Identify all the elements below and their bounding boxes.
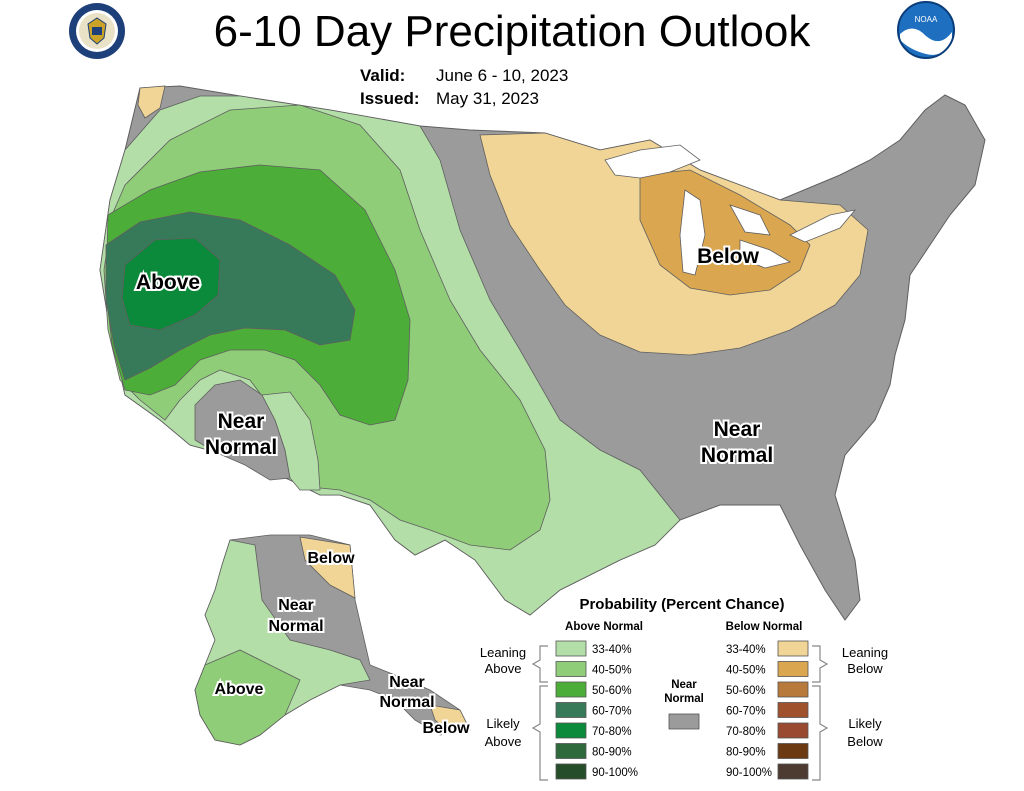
below-label-0: 33-40% — [726, 644, 766, 656]
leaning-above-bracket — [531, 645, 548, 683]
above-swatch-3 — [555, 702, 587, 718]
below-normal-scale: 33-40% 40-50% 50-60% 60-70% 70-80% 80-90% 90-1… — [726, 640, 809, 780]
below-swatch-0 — [777, 640, 809, 657]
likely-above-line1: Likely — [486, 716, 520, 731]
legend-above-header: Above Normal — [565, 621, 643, 633]
label-se-near: Near — [714, 418, 761, 441]
label-se-ak-normal: Normal — [379, 694, 434, 711]
label-sw-near: Near — [218, 410, 265, 433]
label-ak-normal: Normal — [268, 618, 323, 635]
above-label-4: 70-80% — [592, 726, 632, 738]
likely-below-line2: Below — [847, 734, 883, 749]
above-label-6: 90-100% — [592, 767, 638, 779]
above-label-2: 50-60% — [592, 685, 632, 697]
below-label-3: 60-70% — [726, 706, 766, 718]
below-swatch-2 — [777, 681, 809, 698]
below-label-5: 80-90% — [726, 747, 766, 759]
leaning-above-line1: Leaning — [480, 645, 526, 660]
below-swatch-4 — [777, 722, 809, 739]
below-label-4: 70-80% — [726, 726, 766, 738]
above-label-3: 60-70% — [592, 706, 632, 718]
legend: Probability (Percent Chance) Above Norma… — [480, 596, 888, 781]
likely-above-bracket — [531, 685, 548, 781]
above-label-1: 40-50% — [592, 665, 632, 677]
great-lakes — [604, 144, 857, 276]
issued-label: Issued: — [360, 89, 420, 108]
valid-label: Valid: — [360, 66, 406, 85]
above-swatch-4 — [555, 722, 587, 739]
above-normal-scale: 33-40% 40-50% 50-60% 60-70% 70-80% 80-90% 90-1… — [555, 640, 638, 780]
above-swatch-2 — [555, 681, 587, 698]
above-label-0: 33-40% — [592, 644, 632, 656]
below-swatch-1 — [777, 661, 809, 677]
commerce-seal-icon — [69, 3, 125, 59]
likely-below-line1: Likely — [848, 716, 882, 731]
issued-value: May 31, 2023 — [436, 89, 540, 108]
above-label-5: 80-90% — [592, 747, 632, 759]
valid-dates: Valid: June 6 - 10, 2023 — [360, 66, 568, 86]
below-swatch-6 — [777, 763, 809, 780]
issued-date: Issued: May 31, 2023 — [360, 89, 539, 109]
valid-value: June 6 - 10, 2023 — [436, 66, 569, 85]
label-ak-below: Below — [307, 550, 355, 567]
leaning-below-bracket — [812, 645, 829, 683]
leaning-below-line2: Below — [847, 661, 883, 676]
legend-near: Near — [671, 679, 697, 691]
label-sw-normal: Normal — [205, 436, 277, 459]
map-title: 6-10 Day Precipitation Outlook — [213, 7, 811, 56]
label-se-normal: Normal — [701, 444, 773, 467]
pnw-leaning-below — [137, 85, 166, 119]
label-conus-above: Above — [136, 271, 200, 294]
above-swatch-5 — [555, 743, 587, 759]
conus-likely-above-70-80 — [121, 237, 221, 331]
legend-title: Probability (Percent Chance) — [579, 596, 784, 613]
label-conus-below: Below — [697, 245, 760, 268]
below-label-6: 90-100% — [726, 767, 772, 779]
leaning-below-line1: Leaning — [842, 645, 888, 660]
below-swatch-3 — [777, 702, 809, 718]
alaska-leaning-below — [299, 536, 356, 599]
above-swatch-1 — [555, 661, 587, 677]
label-se-ak-below: Below — [422, 720, 470, 737]
below-label-2: 50-60% — [726, 685, 766, 697]
svg-text:NOAA: NOAA — [915, 15, 938, 24]
legend-below-header: Below Normal — [726, 621, 803, 633]
below-swatch-5 — [777, 743, 809, 759]
label-se-ak-near: Near — [389, 674, 425, 691]
noaa-logo-icon: NOAA — [897, 1, 955, 59]
legend-normal: Normal — [664, 693, 704, 705]
above-swatch-0 — [555, 640, 587, 657]
below-label-1: 40-50% — [726, 665, 766, 677]
label-ak-above: Above — [215, 681, 264, 698]
near-normal-swatch — [668, 713, 700, 730]
se-alaska-leaning-below — [429, 704, 471, 733]
likely-below-bracket — [812, 685, 829, 781]
label-ak-near: Near — [278, 597, 314, 614]
alaska-leaning-above-40-50 — [194, 649, 301, 746]
above-swatch-6 — [555, 763, 587, 780]
likely-above-line2: Above — [485, 734, 522, 749]
sw-leaning-above-ring — [261, 391, 321, 491]
leaning-above-line2: Above — [485, 661, 522, 676]
